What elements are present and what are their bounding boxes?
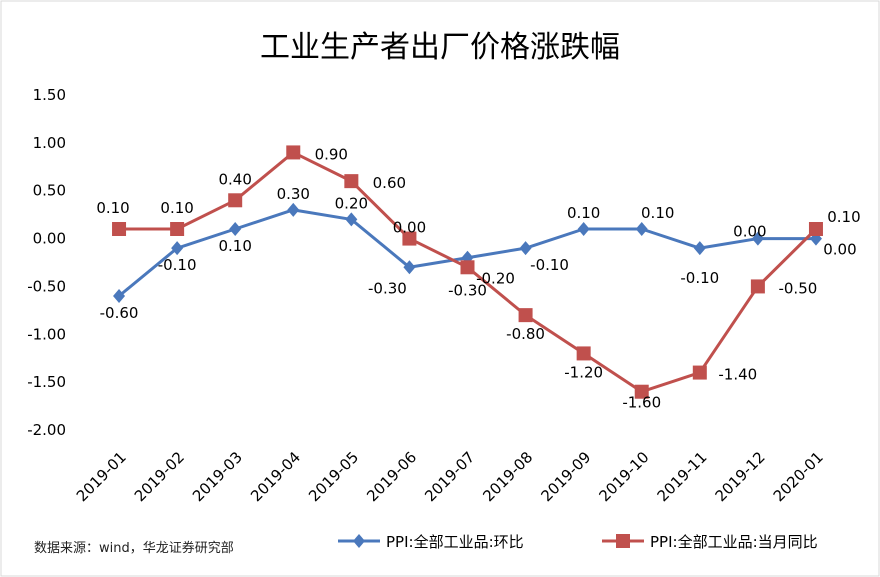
data-point-square: [286, 145, 301, 160]
y-tick-label: 0.00: [33, 230, 66, 248]
data-point-square: [460, 260, 475, 275]
y-tick-label: -1.50: [27, 373, 66, 391]
data-label: 0.30: [277, 185, 310, 203]
data-point-square: [170, 222, 185, 236]
data-label: 0.10: [96, 199, 129, 217]
data-point-square: [576, 346, 591, 361]
data-point-diamond: [345, 212, 358, 227]
y-tick-label: -1.00: [27, 325, 66, 343]
data-point-diamond: [519, 241, 532, 256]
data-label: 0.10: [160, 199, 193, 217]
data-label: 0.10: [218, 237, 251, 255]
data-label: 0.10: [827, 208, 860, 226]
legend-marker-diamond: [353, 534, 365, 548]
data-point-diamond: [751, 231, 764, 246]
data-point-diamond: [693, 241, 706, 256]
data-label: -0.80: [506, 325, 545, 343]
legend-marker-square: [616, 534, 630, 548]
data-label: 0.60: [373, 174, 406, 192]
data-label: -0.60: [100, 304, 139, 322]
y-tick-label: -2.00: [27, 421, 66, 439]
data-label: -0.10: [680, 269, 719, 287]
data-label: -0.10: [530, 256, 569, 274]
data-point-diamond: [113, 289, 126, 303]
y-tick-label: 1.50: [33, 86, 66, 104]
legend-label: PPI:全部工业品:环比: [386, 533, 524, 551]
data-label: 0.10: [641, 204, 674, 222]
data-label: -1.40: [718, 366, 757, 384]
legend: PPI:全部工业品:环比 PPI:全部工业品:当月同比: [338, 533, 818, 551]
data-point-diamond: [635, 222, 648, 236]
data-label: -0.10: [158, 256, 197, 274]
data-point-square: [402, 231, 417, 246]
data-label: 0.10: [567, 204, 600, 222]
legend-label: PPI:全部工业品:当月同比: [650, 533, 818, 551]
data-label: -0.20: [476, 270, 515, 288]
data-point-square: [692, 365, 707, 380]
data-label: 0.90: [315, 145, 348, 163]
data-label: 0.20: [335, 194, 368, 212]
data-point-diamond: [171, 241, 184, 256]
chart-title: 工业生产者出厂价格涨跌幅: [260, 30, 620, 65]
data-labels-layer: -0.60-0.100.100.300.20-0.30-0.20-0.100.1…: [96, 145, 860, 411]
data-point-square: [228, 193, 243, 208]
data-point-diamond: [229, 222, 242, 236]
data-point-diamond: [287, 202, 300, 217]
data-label: -0.50: [778, 279, 817, 297]
data-point-square: [112, 222, 127, 236]
y-tick-label: -0.50: [27, 277, 66, 295]
y-tick-label: 0.50: [33, 182, 66, 200]
data-label: 0.00: [733, 223, 766, 241]
source-note: 数据来源：wind，华龙证券研究部: [34, 540, 234, 556]
y-tick-label: 1.00: [33, 134, 66, 152]
series-layer: [112, 145, 823, 399]
data-label: -1.60: [622, 394, 661, 412]
data-point-square: [634, 384, 649, 399]
data-label: -0.30: [448, 281, 487, 299]
data-point-diamond: [577, 222, 590, 236]
data-point-diamond: [403, 260, 416, 275]
data-label: 0.00: [393, 219, 426, 237]
data-point-square: [518, 308, 533, 323]
data-label: 0.00: [823, 241, 856, 259]
data-label: -0.30: [368, 279, 407, 297]
data-point-square: [344, 174, 359, 189]
y-axis-ticks: 1.50 1.00 0.50 0.00 -0.50 -1.00 -1.50 -2.00: [27, 86, 66, 439]
data-point-square: [808, 222, 823, 236]
data-label: 0.40: [218, 170, 251, 188]
data-label: -1.20: [564, 363, 603, 381]
data-point-square: [750, 279, 765, 294]
